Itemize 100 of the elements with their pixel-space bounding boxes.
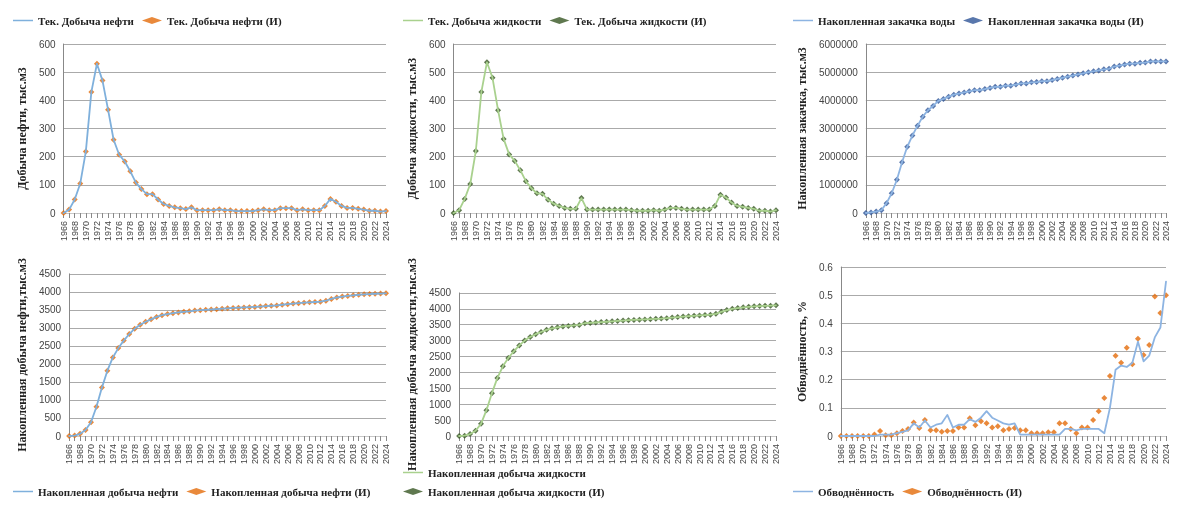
x-tick-label: 1996	[228, 444, 239, 465]
x-tick-label: 2004	[661, 444, 672, 465]
x-tick-label: 2012	[705, 444, 716, 465]
x-tick-label: 2004	[271, 444, 282, 465]
x-tick-label: 2018	[348, 444, 359, 465]
x-tick-label: 1988	[570, 221, 581, 242]
x-tick-label: 1966	[860, 221, 871, 242]
x-tick-label: 2016	[727, 444, 738, 465]
y-tick-label: 3500	[428, 319, 452, 331]
x-tick-label: 1990	[192, 221, 202, 242]
x-tick-label: 1970	[470, 221, 481, 242]
x-tick-label: 1968	[465, 444, 476, 465]
x-tick-label: 2016	[337, 444, 348, 465]
x-tick-label: 1978	[129, 444, 140, 465]
x-tick-label: 2008	[293, 444, 304, 465]
x-tick-label: 2008	[292, 221, 303, 242]
x-tick-label: 2022	[1149, 444, 1160, 465]
x-tick-label: 1978	[903, 444, 914, 465]
y-tick-label: 0	[55, 430, 62, 442]
x-tick-label: 1990	[585, 444, 596, 465]
x-tick-label: 2012	[315, 444, 326, 465]
x-tick-label: 1970	[881, 221, 892, 242]
legend-label: Обводнённость	[818, 485, 895, 498]
y-tick-label: 0.1	[818, 402, 834, 414]
x-tick-label: 1984	[162, 444, 173, 465]
x-tick-label: 2002	[260, 444, 271, 465]
x-tick-label: 2018	[1127, 444, 1138, 465]
x-tick-label: 1972	[91, 221, 102, 242]
x-tick-label: 2008	[682, 221, 693, 242]
x-tick-label: 1972	[481, 221, 492, 242]
y-tick-label: 4500	[38, 268, 62, 280]
x-tick-label: 2014	[1104, 444, 1115, 465]
y-tick-label: 400	[428, 94, 447, 106]
x-tick-label: 2000	[1026, 444, 1037, 465]
x-tick-label: 1994	[604, 221, 615, 242]
x-tick-label: 2000	[1036, 221, 1047, 242]
x-tick-label: 1996	[225, 221, 236, 242]
x-tick-label: 2020	[749, 444, 760, 465]
x-tick-label: 1966	[454, 444, 465, 465]
x-tick-label: 1976	[114, 221, 125, 242]
x-tick-label: 2000	[249, 444, 260, 465]
x-tick-label: 2018	[1129, 221, 1140, 242]
y-tick-label: 3500	[38, 304, 62, 316]
x-tick-label: 1974	[880, 444, 891, 465]
y-tick-label: 2000000	[818, 151, 859, 163]
x-tick-label: 1980	[914, 444, 925, 465]
legend-label: Тек. Добыча жидкости (И)	[574, 14, 707, 28]
x-tick-label: 1986	[563, 444, 574, 465]
legend-label: Тек. Добыча нефти (И)	[166, 14, 282, 28]
y-tick-label: 0	[827, 430, 834, 442]
x-tick-label: 1996	[618, 444, 629, 465]
y-tick-label: 2500	[38, 340, 62, 352]
x-tick-label: 1986	[169, 221, 180, 242]
x-tick-label: 1976	[118, 444, 129, 465]
x-tick-label: 2010	[304, 444, 315, 465]
x-tick-label: 1984	[158, 221, 169, 242]
x-tick-label: 1996	[615, 221, 626, 242]
y-tick-label: 1000	[428, 398, 452, 410]
x-tick-label: 2012	[704, 221, 715, 242]
y-tick-label: 0.4	[818, 317, 834, 329]
x-tick-label: 2014	[1109, 221, 1120, 242]
x-tick-label: 2006	[672, 444, 683, 465]
x-tick-label: 2016	[336, 221, 347, 242]
x-tick-label: 2012	[314, 221, 325, 242]
x-tick-label: 1974	[902, 221, 913, 242]
x-tick-label: 2006	[1067, 221, 1078, 242]
x-tick-label: 1998	[1015, 444, 1026, 465]
x-tick-label: 1972	[96, 444, 107, 465]
legend-label: Накопленная добыча нефти (И)	[211, 485, 371, 499]
y-tick-label: 0.5	[818, 289, 834, 301]
y-tick-label: 600	[428, 38, 447, 50]
x-tick-label: 1998	[236, 221, 247, 242]
x-tick-label: 2012	[1093, 444, 1104, 465]
legend-label: Накопленная закачка воды (И)	[988, 14, 1144, 28]
x-tick-label: 1994	[607, 444, 618, 465]
x-tick-label: 1976	[504, 221, 515, 242]
y-tick-label: 500	[44, 412, 62, 424]
x-tick-label: 2000	[247, 221, 258, 242]
x-tick-label: 2020	[359, 444, 370, 465]
x-tick-label: 1974	[107, 444, 118, 465]
x-tick-label: 2022	[760, 444, 771, 465]
x-tick-label: 2016	[726, 221, 737, 242]
legend-label: Обводнённость (И)	[927, 485, 1023, 499]
y-tick-label: 1500	[428, 382, 452, 394]
y-axis-title: Обводнённость, %	[795, 300, 809, 403]
x-tick-label: 1984	[953, 221, 964, 242]
x-tick-label: 1978	[519, 444, 530, 465]
x-tick-label: 1966	[835, 444, 846, 465]
x-tick-label: 2022	[370, 444, 381, 465]
x-tick-label: 1980	[530, 444, 541, 465]
x-tick-label: 2004	[1048, 444, 1059, 465]
x-tick-label: 2024	[1161, 444, 1171, 465]
x-tick-label: 1980	[933, 221, 944, 242]
x-tick-label: 1998	[238, 444, 249, 465]
y-axis-title: Добыча нефти, тыс.м3	[15, 67, 29, 190]
x-tick-label: 1992	[203, 221, 214, 242]
x-tick-label: 2010	[693, 221, 704, 242]
x-tick-label: 1992	[206, 444, 217, 465]
x-tick-label: 1994	[217, 444, 228, 465]
y-tick-label: 1500	[38, 376, 62, 388]
